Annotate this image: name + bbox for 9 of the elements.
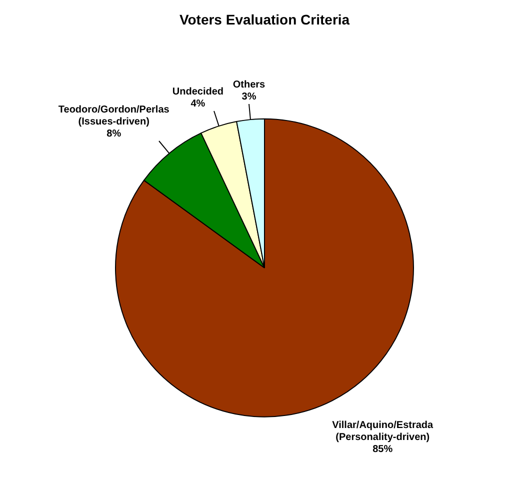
data-label: 3%	[242, 91, 256, 102]
slice-label: Villar/Aquino/Estrada (Personality-driven)	[332, 420, 434, 444]
data-label: 85%	[372, 444, 393, 456]
data-label: 8%	[106, 128, 122, 140]
chart-title: Voters Evaluation Criteria	[179, 11, 350, 28]
slice-label: Others	[232, 79, 266, 90]
slice-label: Teodoro/Gordon/Perlas (Issues-driven)	[58, 104, 170, 128]
data-label: 4%	[190, 98, 206, 110]
slice-label: Undecided	[172, 86, 224, 98]
